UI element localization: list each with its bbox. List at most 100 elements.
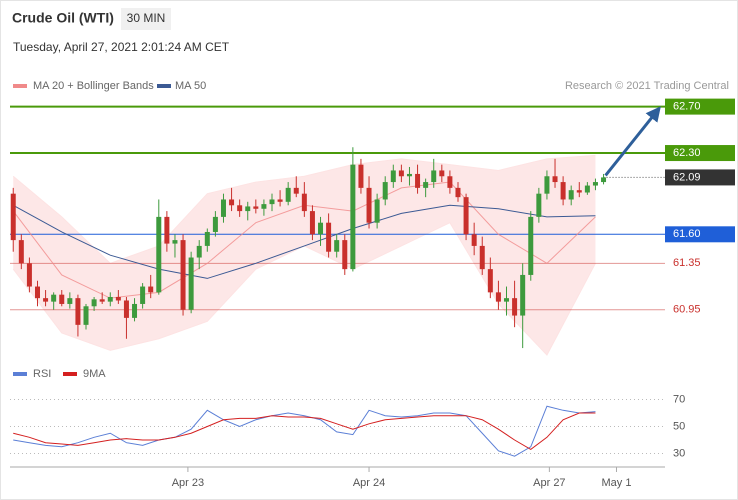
candle-body xyxy=(398,170,404,177)
candle-body xyxy=(366,187,372,223)
candle-body xyxy=(504,298,510,302)
y-tick-label: 70 xyxy=(673,393,685,405)
level-badge xyxy=(665,98,735,115)
candle-body xyxy=(447,176,453,188)
candle-body xyxy=(67,298,73,304)
level-label: 62.70 xyxy=(673,101,701,113)
candle-body xyxy=(406,173,412,177)
credit: Research © 2021 Trading Central xyxy=(565,80,729,92)
candle-body xyxy=(245,206,251,212)
candle-body xyxy=(220,199,226,217)
level-badge xyxy=(665,145,735,162)
candle-body xyxy=(164,216,170,244)
candle-body xyxy=(358,164,364,188)
candle-body xyxy=(374,199,380,223)
candle-body xyxy=(390,170,396,183)
indicator-line xyxy=(13,405,596,457)
x-tick-label: Apr 24 xyxy=(353,477,385,489)
candle-body xyxy=(123,300,129,318)
legend-label: MA 50 xyxy=(175,80,206,92)
candle-body xyxy=(26,263,32,287)
candle-body xyxy=(309,211,315,235)
candle-body xyxy=(592,182,598,186)
candle-body xyxy=(172,240,178,244)
candle-body xyxy=(91,299,97,307)
candle-body xyxy=(277,199,283,202)
candle-body xyxy=(59,294,65,304)
indicator-line xyxy=(13,412,596,451)
candle-body xyxy=(75,298,81,325)
candle-body xyxy=(431,170,437,183)
candle-body xyxy=(99,299,105,302)
candle-body xyxy=(196,245,202,258)
legend-label: MA 20 + Bollinger Bands xyxy=(33,80,154,92)
x-tick-label: May 1 xyxy=(601,477,631,489)
interval-badge xyxy=(121,8,171,30)
candle-body xyxy=(415,173,421,188)
title: Crude Oil (WTI) xyxy=(12,10,114,26)
candle-body xyxy=(261,204,267,209)
level-label: 61.60 xyxy=(673,228,701,240)
candle-body xyxy=(318,222,324,235)
candle-body xyxy=(326,222,332,252)
legend-label: RSI xyxy=(33,368,51,380)
candle-body xyxy=(528,216,534,275)
interval: 30 MIN xyxy=(127,11,166,25)
candle-body xyxy=(43,298,49,302)
level-label: 61.35 xyxy=(673,257,701,269)
x-tick-label: Apr 23 xyxy=(172,477,204,489)
candle-body xyxy=(204,231,210,246)
candle-body xyxy=(471,234,477,246)
candle-body xyxy=(568,190,574,200)
candle-body xyxy=(253,206,259,209)
level-label: 60.95 xyxy=(673,304,701,316)
candle-body xyxy=(479,245,485,270)
candle-body xyxy=(342,240,348,270)
candle-body xyxy=(536,193,542,217)
y-tick-label: 30 xyxy=(673,447,685,459)
candle-body xyxy=(463,197,469,235)
candle-body xyxy=(51,294,57,302)
candle-body xyxy=(560,182,566,200)
y-tick-label: 50 xyxy=(673,420,685,432)
candle-body xyxy=(83,306,89,325)
candle-body xyxy=(301,193,307,212)
candle-body xyxy=(487,269,493,293)
candle-body xyxy=(334,240,340,252)
candle-body xyxy=(132,303,138,318)
candle-body xyxy=(293,187,299,194)
candle-body xyxy=(269,199,275,205)
candle-body xyxy=(115,296,121,301)
candle-body xyxy=(10,193,16,241)
candle-body xyxy=(439,170,445,177)
level-label: 62.09 xyxy=(673,171,701,183)
candle-body xyxy=(423,182,429,188)
candle-body xyxy=(520,274,526,316)
candle-body xyxy=(229,199,235,206)
candle-body xyxy=(18,240,24,264)
candle-body xyxy=(552,176,558,183)
legend-label: 9MA xyxy=(83,368,106,380)
datetime: Tuesday, April 27, 2021 2:01:24 AM CET xyxy=(13,40,230,54)
target-arrow xyxy=(604,106,661,177)
candle-body xyxy=(495,292,501,302)
candle-body xyxy=(212,216,218,232)
candle-body xyxy=(156,216,162,293)
candle-body xyxy=(188,257,194,310)
level-label: 62.30 xyxy=(673,147,701,159)
candle-body xyxy=(350,164,356,270)
candle-body xyxy=(576,190,582,193)
candle-body xyxy=(382,182,388,200)
candle-body xyxy=(455,187,461,198)
candle-body xyxy=(180,240,186,310)
level-badge xyxy=(665,169,735,186)
candle-body xyxy=(34,286,40,299)
candle-body xyxy=(601,177,607,183)
x-tick-label: Apr 27 xyxy=(533,477,565,489)
candle-body xyxy=(544,176,550,194)
candle-body xyxy=(148,286,154,293)
candle-body xyxy=(584,185,590,193)
candle-body xyxy=(140,286,146,304)
candle-body xyxy=(237,205,243,212)
